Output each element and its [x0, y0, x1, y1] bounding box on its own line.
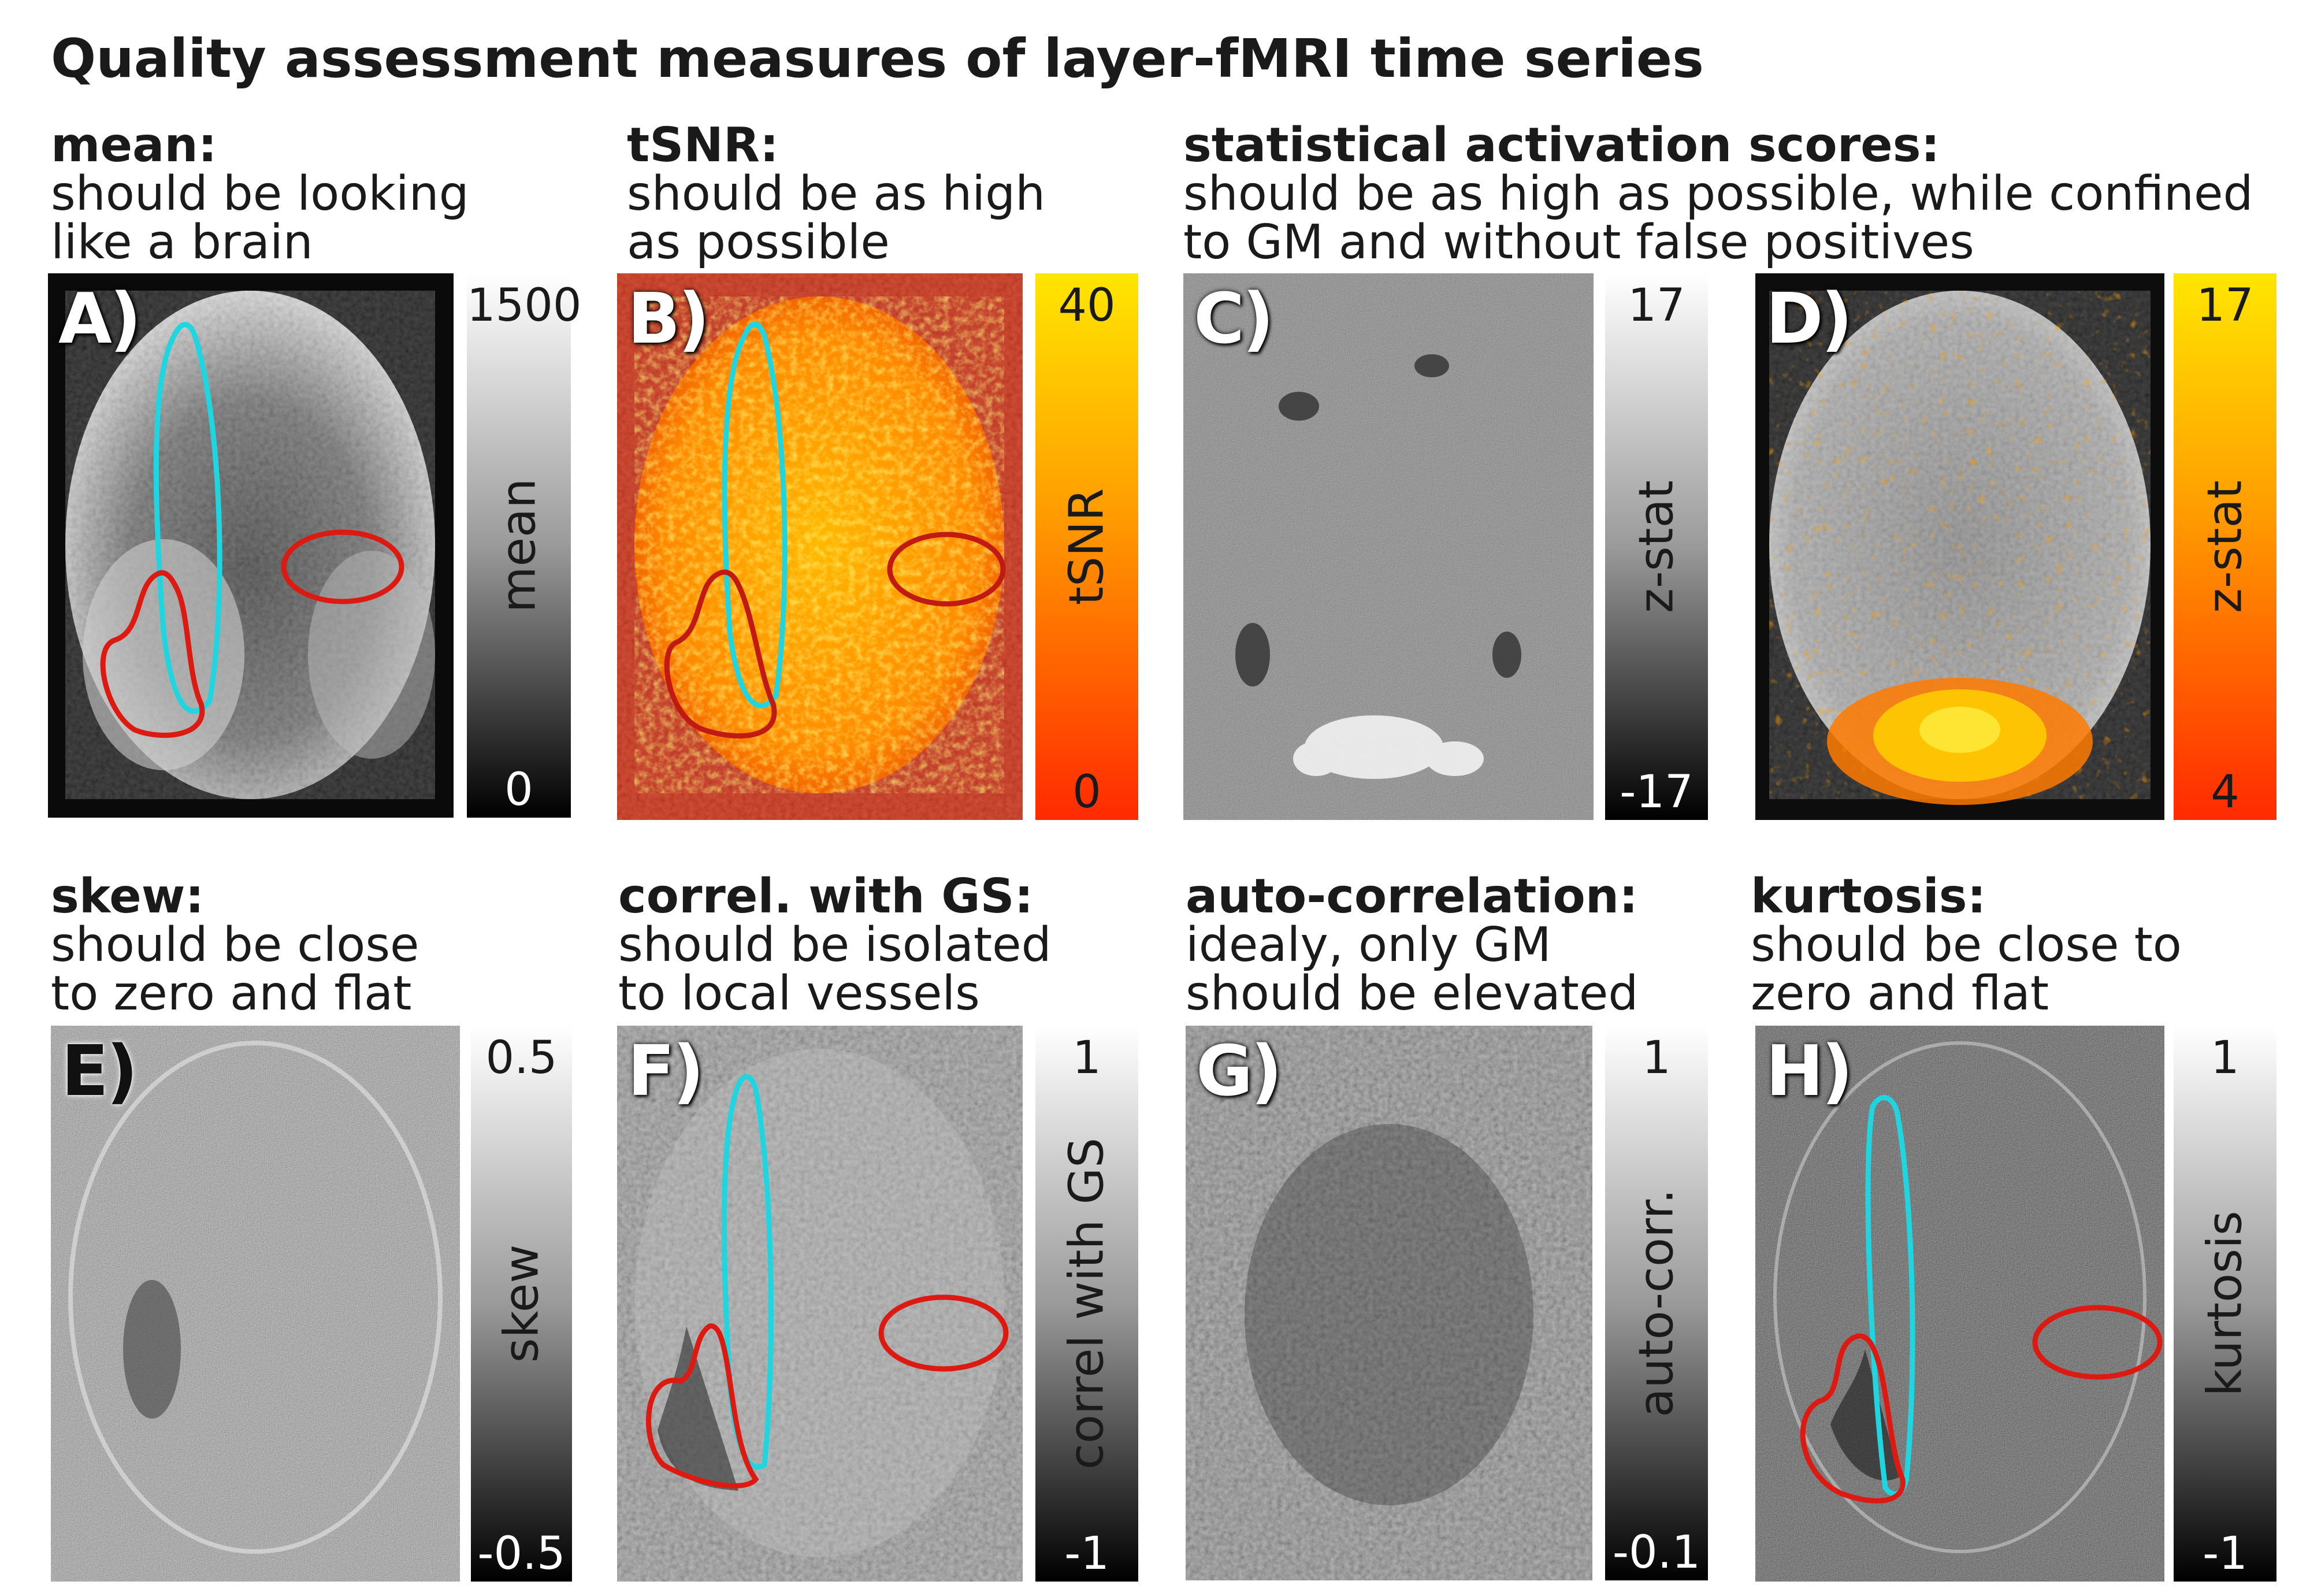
- colorbar-f: 1 correl with GS -1: [1035, 1026, 1138, 1582]
- colorbar-a-max: 1500: [467, 280, 582, 332]
- colorbar-c: 17 z-stat -17: [1605, 273, 1708, 820]
- colorbar-d-min: 4: [2211, 766, 2240, 818]
- caption-f: correl. with GS: should be isolated to l…: [618, 873, 1052, 1018]
- colorbar-g: 1 auto-corr. -0.1: [1605, 1026, 1708, 1580]
- panel-b-image: B): [617, 273, 1023, 820]
- caption-h-header: kurtosis:: [1751, 869, 1986, 924]
- colorbar-c-max: 17: [1628, 280, 1685, 332]
- caption-b: tSNR: should be as high as possible: [627, 121, 1045, 267]
- caption-b-header: tSNR:: [627, 118, 779, 173]
- colorbar-e-name: skew: [494, 1244, 549, 1363]
- caption-e-header: skew:: [51, 869, 205, 924]
- caption-b-line2: as possible: [627, 215, 890, 270]
- caption-a: mean: should be looking like a brain: [51, 121, 469, 267]
- caption-a-line2: like a brain: [51, 215, 313, 270]
- panel-g-label: G): [1196, 1031, 1282, 1112]
- panel-e-label: E): [61, 1031, 138, 1112]
- panel-g-image: G): [1186, 1026, 1592, 1580]
- panel-c-label: C): [1194, 279, 1274, 359]
- panel-d-image: D): [1755, 273, 2164, 820]
- caption-f-line2: to local vessels: [618, 966, 980, 1021]
- colorbar-e-min: -0.5: [477, 1528, 566, 1580]
- caption-cd: statistical activation scores: should be…: [1183, 121, 2253, 267]
- colorbar-d-max: 17: [2196, 280, 2254, 332]
- caption-e-line1: should be close: [51, 918, 419, 973]
- panel-d-label: D): [1766, 279, 1852, 359]
- caption-f-line1: should be isolated: [618, 918, 1052, 973]
- caption-h: kurtosis: should be close to zero and fl…: [1751, 873, 2182, 1018]
- panel-a-label: A): [58, 279, 142, 359]
- colorbar-a-name: mean: [491, 478, 547, 613]
- caption-a-line1: should be looking: [51, 166, 469, 221]
- colorbar-b-name: tSNR: [1059, 488, 1115, 606]
- colorbar-c-name: z-stat: [1629, 480, 1684, 613]
- caption-g-line1: idealy, only GM: [1186, 918, 1551, 973]
- caption-cd-line1: should be as high as possible, while con…: [1183, 166, 2253, 221]
- colorbar-h: 1 kurtosis -1: [2174, 1026, 2276, 1582]
- colorbar-f-name: correl with GS: [1059, 1137, 1115, 1470]
- colorbar-b-min: 0: [1072, 766, 1101, 818]
- panel-f-image: F): [617, 1026, 1023, 1582]
- caption-e: skew: should be close to zero and flat: [51, 873, 419, 1018]
- caption-f-header: correl. with GS:: [618, 869, 1034, 924]
- caption-h-line1: should be close to: [1751, 918, 2182, 973]
- panel-e-image: E): [51, 1026, 460, 1582]
- panel-c-image: C): [1183, 273, 1594, 820]
- caption-a-header: mean:: [51, 118, 217, 173]
- caption-b-line1: should be as high: [627, 166, 1046, 221]
- caption-cd-line2: to GM and without false positives: [1183, 215, 1974, 270]
- panel-b-label: B): [627, 279, 710, 359]
- caption-g: auto-correlation: idealy, only GM should…: [1186, 873, 1638, 1018]
- figure-title: Quality assessment measures of layer-fMR…: [51, 28, 1704, 90]
- colorbar-g-name: auto-corr.: [1629, 1189, 1684, 1417]
- colorbar-h-name: kurtosis: [2197, 1211, 2253, 1397]
- colorbar-e-max: 0.5: [485, 1032, 558, 1084]
- colorbar-g-max: 1: [1642, 1032, 1671, 1084]
- colorbar-h-max: 1: [2211, 1032, 2240, 1084]
- colorbar-b-max: 40: [1058, 280, 1116, 332]
- caption-e-line2: to zero and flat: [51, 966, 412, 1021]
- colorbar-e: 0.5 skew -0.5: [471, 1026, 572, 1582]
- colorbar-b: 40 tSNR 0: [1035, 273, 1138, 820]
- colorbar-c-min: -17: [1620, 766, 1693, 818]
- colorbar-f-min: -1: [1064, 1528, 1109, 1580]
- panel-h-image: H): [1755, 1026, 2164, 1582]
- colorbar-g-min: -0.1: [1612, 1527, 1701, 1579]
- panel-a-image: A): [48, 273, 454, 818]
- caption-cd-header: statistical activation scores:: [1183, 118, 1940, 173]
- panel-f-label: F): [627, 1031, 704, 1112]
- caption-g-line2: should be elevated: [1186, 966, 1639, 1021]
- colorbar-d: 17 z-stat 4: [2174, 273, 2276, 820]
- colorbar-a: 1500 mean 0: [467, 273, 582, 818]
- colorbar-d-name: z-stat: [2197, 480, 2253, 613]
- colorbar-h-min: -1: [2203, 1528, 2248, 1580]
- caption-h-line2: zero and flat: [1751, 966, 2049, 1021]
- panel-h-label: H): [1766, 1031, 1853, 1112]
- caption-g-header: auto-correlation:: [1186, 869, 1638, 924]
- colorbar-a-min: 0: [504, 764, 533, 816]
- colorbar-f-max: 1: [1072, 1032, 1101, 1084]
